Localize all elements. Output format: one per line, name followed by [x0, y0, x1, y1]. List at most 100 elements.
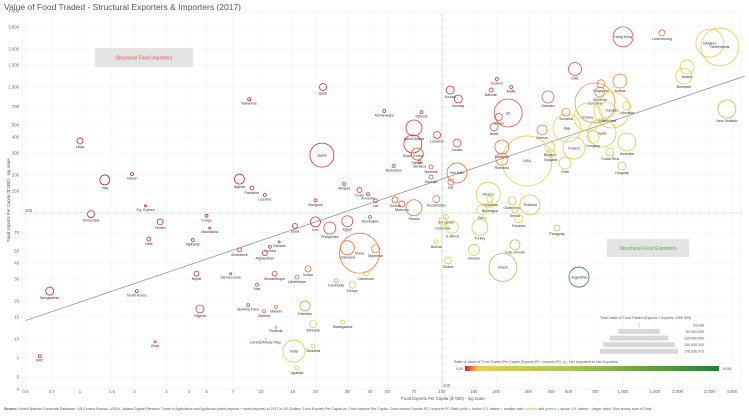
- country-point[interactable]: Afghanistan: [255, 250, 274, 261]
- country-point[interactable]: Tunisia: [389, 196, 401, 208]
- country-point[interactable]: Belarus: [544, 141, 556, 157]
- country-point[interactable]: Australia: [617, 132, 637, 156]
- country-point[interactable]: Malawi: [270, 304, 282, 313]
- country-point[interactable]: Uzbekistan: [288, 274, 306, 284]
- country-point[interactable]: New Zealand: [716, 99, 737, 123]
- country-point[interactable]: Italy: [552, 113, 582, 143]
- country-point[interactable]: Lao: [373, 198, 379, 208]
- country-point[interactable]: Rwanda: [269, 325, 283, 333]
- country-point[interactable]: Iceland: [491, 77, 503, 86]
- country-point[interactable]: Mozambique: [264, 270, 285, 281]
- country-point[interactable]: Saudi Arabia: [404, 119, 424, 141]
- country-point[interactable]: Central African Rep: [250, 337, 281, 345]
- country-point[interactable]: Gabon: [127, 172, 138, 180]
- country-point[interactable]: DR: [447, 178, 455, 190]
- country-point[interactable]: Ecuador: [512, 214, 526, 228]
- country-point[interactable]: Nicaragua: [482, 201, 498, 213]
- country-point[interactable]: Romania: [495, 152, 509, 170]
- country-point[interactable]: Chad: [151, 340, 160, 348]
- country-point[interactable]: Madagascar: [333, 319, 354, 329]
- country-point[interactable]: Guatemala: [503, 196, 521, 210]
- country-point[interactable]: Sweden: [541, 90, 554, 108]
- country-point[interactable]: Kenya: [347, 280, 358, 293]
- country-point[interactable]: Armenia: [361, 192, 375, 201]
- country-point[interactable]: Colombia: [435, 216, 450, 230]
- country-point[interactable]: Bulgaria: [544, 148, 558, 162]
- country-point[interactable]: Sudan: [303, 265, 313, 277]
- country-point[interactable]: Burkina Faso: [238, 303, 259, 312]
- country-point[interactable]: Zambia: [258, 309, 270, 318]
- country-point[interactable]: Albania: [338, 182, 350, 190]
- country-point[interactable]: Cameroon: [358, 270, 375, 281]
- country-point[interactable]: Lesotho: [258, 193, 271, 201]
- country-point[interactable]: South Korea: [403, 134, 423, 158]
- country-point[interactable]: Switzerland: [598, 101, 617, 123]
- country-point[interactable]: Hong Kong: [612, 26, 634, 48]
- country-point[interactable]: Lebanon: [430, 131, 444, 143]
- country-point[interactable]: Poland: [562, 136, 586, 160]
- country-point[interactable]: Eq. Guinea: [136, 204, 154, 212]
- country-point[interactable]: North Korea: [127, 289, 147, 298]
- country-point[interactable]: Viet Nam: [446, 162, 468, 184]
- country-point[interactable]: Mali: [254, 282, 261, 291]
- country-point[interactable]: Iraq: [99, 174, 111, 190]
- country-point[interactable]: Japan: [309, 142, 335, 168]
- country-point[interactable]: Palestine: [244, 185, 259, 195]
- country-point[interactable]: Bangladesh: [40, 286, 59, 300]
- country-point[interactable]: Netherlands: [700, 27, 740, 67]
- country-point[interactable]: Jordan: [451, 138, 462, 152]
- country-point[interactable]: Pakistan: [298, 300, 312, 316]
- country-point[interactable]: Israel: [489, 122, 499, 136]
- country-point[interactable]: USA: [501, 135, 553, 187]
- country-point[interactable]: DRC: [36, 354, 44, 363]
- country-point[interactable]: Oman: [494, 113, 504, 125]
- country-point[interactable]: China: [339, 232, 380, 274]
- country-point[interactable]: Sri Lanka: [438, 214, 453, 224]
- country-point[interactable]: Azerbaijan: [361, 215, 378, 223]
- country-point[interactable]: Austria: [612, 73, 628, 93]
- country-point[interactable]: Bolivia: [431, 239, 442, 249]
- country-point[interactable]: Zimbabwe: [231, 247, 248, 257]
- country-point[interactable]: Iran: [310, 216, 321, 232]
- country-point[interactable]: Denmark: [675, 67, 693, 89]
- country-point[interactable]: Philippines: [321, 221, 339, 239]
- country-point[interactable]: Cote d'Ivoire: [505, 239, 525, 255]
- country-point[interactable]: Algeria: [234, 173, 245, 189]
- country-point[interactable]: Costa Rica: [601, 147, 619, 161]
- country-point[interactable]: Ukraine: [468, 243, 480, 260]
- country-point[interactable]: Bahamas: [242, 97, 257, 106]
- country-point[interactable]: Mexico: [475, 181, 501, 207]
- country-point[interactable]: Libya: [76, 137, 85, 149]
- country-point[interactable]: Ireland: [679, 59, 695, 79]
- country-point[interactable]: India: [282, 339, 306, 363]
- country-point[interactable]: Cambodia: [328, 278, 344, 288]
- country-point[interactable]: Yemen: [155, 218, 166, 230]
- country-point[interactable]: Malta: [507, 85, 516, 94]
- country-point[interactable]: Mongolia: [308, 198, 323, 207]
- country-point[interactable]: Nepal: [192, 270, 202, 281]
- country-point[interactable]: Lithuania: [620, 101, 635, 115]
- country-point[interactable]: Hungary: [586, 130, 600, 148]
- country-point[interactable]: Ghana: [443, 256, 454, 269]
- country-point[interactable]: Montenegro: [375, 109, 394, 117]
- country-point[interactable]: Botswana: [386, 164, 402, 173]
- country-point[interactable]: Kuwait: [445, 85, 456, 99]
- country-point[interactable]: Syria: [291, 222, 299, 233]
- country-point[interactable]: Russia: [405, 199, 423, 221]
- country-point[interactable]: Myanmar: [368, 244, 384, 258]
- country-point[interactable]: UAE: [568, 62, 582, 80]
- country-point[interactable]: Uruguay: [615, 161, 629, 175]
- country-point[interactable]: S. Africa: [446, 220, 459, 238]
- country-point[interactable]: Congo: [201, 213, 212, 222]
- country-point[interactable]: Morocco: [395, 200, 409, 212]
- country-point[interactable]: Turkey: [471, 218, 489, 240]
- country-point[interactable]: Venezuela: [83, 210, 100, 223]
- country-point[interactable]: Chile: [558, 156, 572, 174]
- country-point[interactable]: Tajikistan: [185, 238, 200, 247]
- country-point[interactable]: Georgia: [425, 174, 438, 184]
- country-point[interactable]: France: [573, 102, 603, 132]
- country-point[interactable]: Bahrain: [485, 87, 497, 97]
- country-point[interactable]: Djibouti: [415, 110, 428, 119]
- country-point[interactable]: Singapore: [593, 79, 609, 93]
- country-point[interactable]: Cuba: [355, 187, 364, 198]
